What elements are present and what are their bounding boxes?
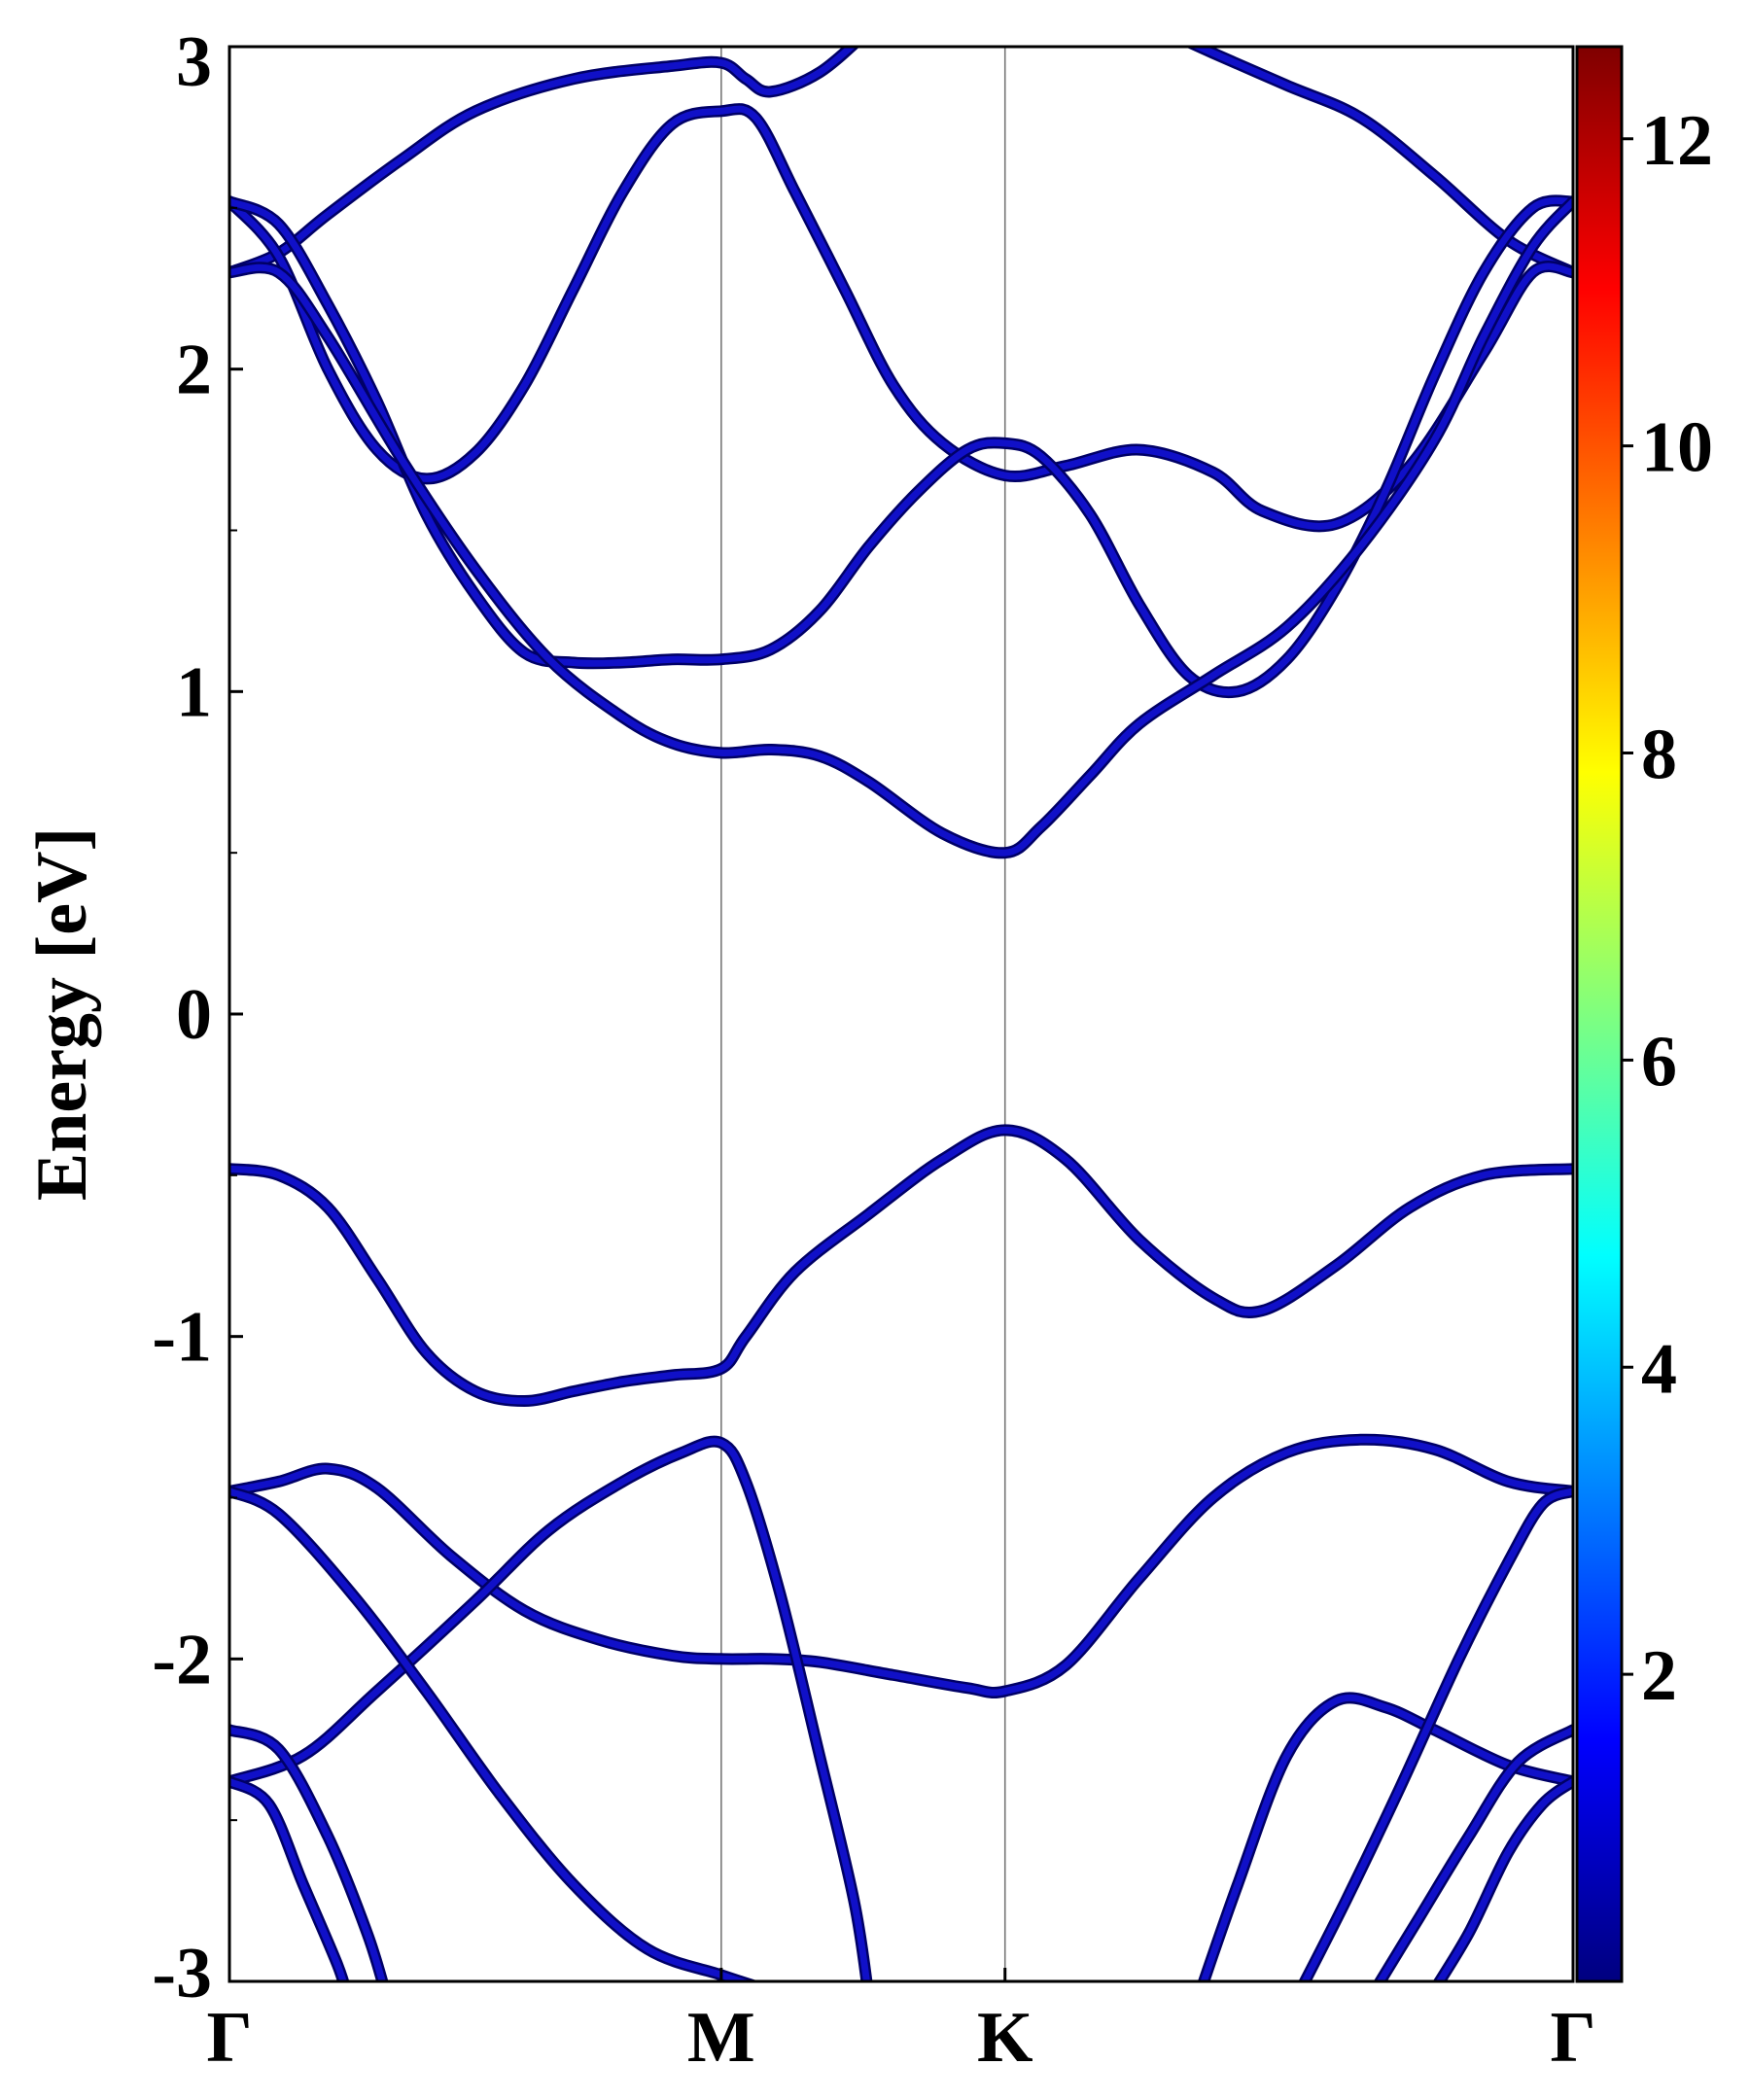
band-line-12 (1301, 1488, 1573, 1981)
x-tick-label-2: K (977, 1998, 1033, 2078)
colorbar-tick-label-2: 6 (1641, 1022, 1677, 1102)
band-line-5 (229, 197, 1573, 857)
band-line-8 (229, 1488, 752, 1981)
band-line-4 (229, 196, 1573, 696)
band-line-13 (1376, 1726, 1573, 1981)
band-line-3 (229, 105, 1573, 530)
band-line-10 (229, 1777, 347, 1981)
band-line-1 (229, 47, 857, 276)
y-tick-label-2: 1 (176, 652, 212, 732)
colorbar: 2 4 6 8 10 12 (1575, 45, 1713, 1983)
band-line-0 (229, 1126, 1573, 1405)
y-tick-label-0: 3 (176, 22, 212, 102)
x-tick-label-1: M (687, 1998, 755, 2078)
colorbar-tick-label-3: 8 (1641, 716, 1677, 795)
y-tick-label-3: 0 (176, 975, 212, 1055)
y-tick-label-5: -2 (152, 1620, 212, 1699)
band-line-9 (229, 1726, 386, 1981)
bands-layer (229, 47, 1573, 1981)
colorbar-ticks: 2 4 6 8 10 12 (1622, 101, 1713, 1716)
y-axis-label: Energy [eV] (22, 827, 102, 1201)
x-tick-label-3: Γ (1550, 1998, 1595, 2078)
y-tick-label-6: -3 (152, 1934, 212, 2013)
colorbar-tick-label-0: 2 (1641, 1636, 1677, 1716)
x-tick-label-0: Γ (206, 1998, 252, 2078)
band-line-11 (1200, 1694, 1573, 1981)
band-line-14 (1435, 1777, 1573, 1981)
y-tick-label-4: -1 (152, 1298, 212, 1378)
colorbar-tick-label-5: 12 (1641, 101, 1713, 181)
colorbar-gradient (1575, 45, 1624, 1983)
band-line-6 (229, 1436, 1573, 1697)
colorbar-tick-label-4: 10 (1641, 408, 1713, 488)
band-line-7 (229, 1438, 870, 1981)
colorbar-tick-label-1: 4 (1641, 1329, 1677, 1409)
y-axis-ticks: 3 2 1 0 -1 -2 -3 (152, 22, 243, 2013)
y-tick-label-1: 2 (176, 331, 212, 410)
